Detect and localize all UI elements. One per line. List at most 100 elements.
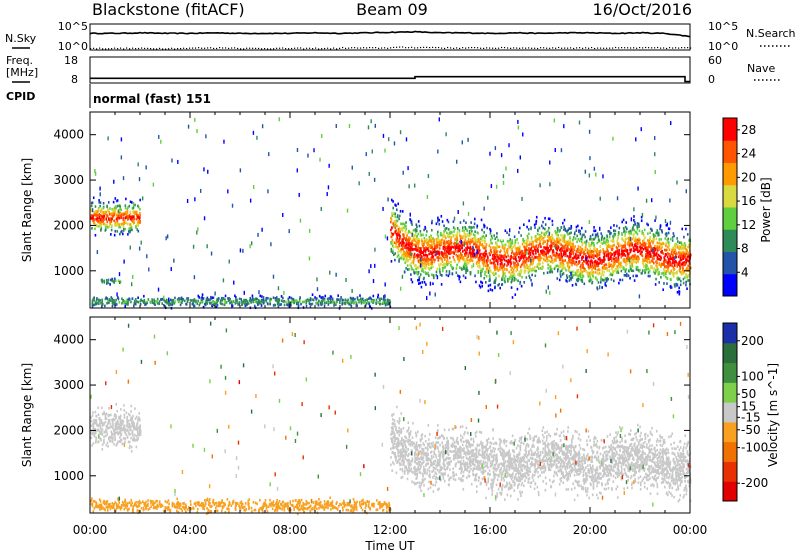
power-cell: [262, 301, 265, 305]
power-cell: [493, 234, 496, 237]
n-search-point: [588, 47, 590, 49]
power-cell: [408, 239, 411, 242]
power-cell: [341, 298, 344, 302]
power-cell: [660, 238, 662, 241]
power-cell: [580, 264, 582, 267]
power-cell: [475, 239, 478, 242]
power-cell: [591, 259, 593, 263]
power-cell: [152, 301, 155, 305]
power-cell: [556, 244, 558, 247]
power-cell: [423, 249, 425, 253]
n-search-point: [354, 47, 356, 49]
power-cell: [497, 257, 500, 260]
power-cell: [205, 134, 207, 139]
power-cell: [531, 267, 534, 270]
power-cell: [96, 214, 99, 217]
power-cell: [267, 189, 269, 194]
power-cell: [593, 248, 595, 251]
power-cell: [665, 232, 668, 235]
power-cell: [538, 260, 540, 264]
power-cell: [390, 228, 392, 232]
power-cell: [677, 255, 680, 259]
power-cell: [358, 300, 360, 304]
power-frame: [89, 111, 691, 309]
power-cell: [369, 296, 371, 300]
power-cell: [548, 249, 550, 253]
power-cell: [672, 246, 675, 250]
power-cell: [637, 260, 640, 264]
power-cell: [398, 217, 400, 221]
power-cell: [113, 302, 115, 306]
power-cell: [570, 261, 573, 265]
power-cell: [531, 251, 534, 255]
n-search-point: [450, 47, 452, 49]
power-cell: [676, 262, 678, 266]
power-cell: [401, 274, 404, 279]
n-search-point: [261, 48, 263, 50]
power-cell: [453, 241, 456, 245]
power-cell: [100, 226, 103, 229]
power-cell: [528, 255, 530, 259]
power-cell: [116, 199, 119, 202]
power-cell: [445, 245, 448, 249]
power-cell: [540, 250, 543, 254]
power-cell: [597, 268, 600, 271]
power-cell: [420, 233, 423, 237]
power-cell: [687, 267, 689, 271]
power-cell: [615, 271, 618, 274]
power-cell: [463, 267, 465, 271]
noise-right-label: N.Search: [746, 27, 796, 40]
power-cell: [604, 282, 606, 287]
power-cell: [131, 201, 133, 204]
power-cell: [649, 236, 651, 239]
power-cell: [625, 263, 627, 267]
power-cell: [520, 269, 523, 273]
power-cell: [561, 265, 564, 269]
n-search-point: [414, 47, 416, 49]
n-search-point: [540, 47, 542, 49]
power-cell: [327, 299, 330, 303]
power-cell: [610, 239, 613, 243]
power-cell: [326, 192, 328, 197]
power-cell: [504, 271, 507, 275]
power-cell: [602, 273, 605, 277]
power-cell: [374, 123, 376, 128]
power-cell: [294, 299, 296, 303]
power-cell: [109, 219, 111, 223]
n-search-point: [552, 47, 554, 49]
power-cell: [630, 240, 632, 244]
y-tick-label: 2000: [53, 218, 84, 232]
power-cell: [135, 226, 137, 229]
power-cell: [107, 278, 110, 282]
power-cell: [377, 293, 380, 297]
power-cell: [456, 255, 459, 258]
power-cell: [519, 280, 521, 285]
power-cell: [551, 258, 553, 262]
n-search-point: [360, 47, 362, 49]
power-cell: [371, 149, 373, 154]
power-cell: [685, 275, 688, 278]
power-cell: [579, 245, 582, 249]
power-cell: [467, 234, 469, 238]
power-cell: [563, 124, 565, 129]
power-cell: [418, 238, 420, 241]
power-cell: [345, 277, 347, 282]
power-cell: [165, 236, 167, 241]
power-cell: [114, 279, 117, 283]
power-cell: [467, 137, 469, 142]
power-cell: [581, 272, 583, 276]
power-cell: [500, 240, 503, 244]
n-search-point: [249, 47, 251, 49]
power-cell: [431, 273, 433, 277]
power-cell: [568, 279, 571, 282]
power-cell: [564, 252, 566, 256]
power-cell: [132, 210, 134, 213]
power-cell: [427, 266, 430, 270]
power-cell: [646, 253, 648, 257]
power-cell: [661, 245, 663, 249]
power-cell: [576, 248, 579, 251]
power-cell: [453, 216, 456, 221]
power-cell: [106, 299, 109, 303]
power-cell: [609, 232, 611, 236]
power-cell: [266, 302, 269, 305]
